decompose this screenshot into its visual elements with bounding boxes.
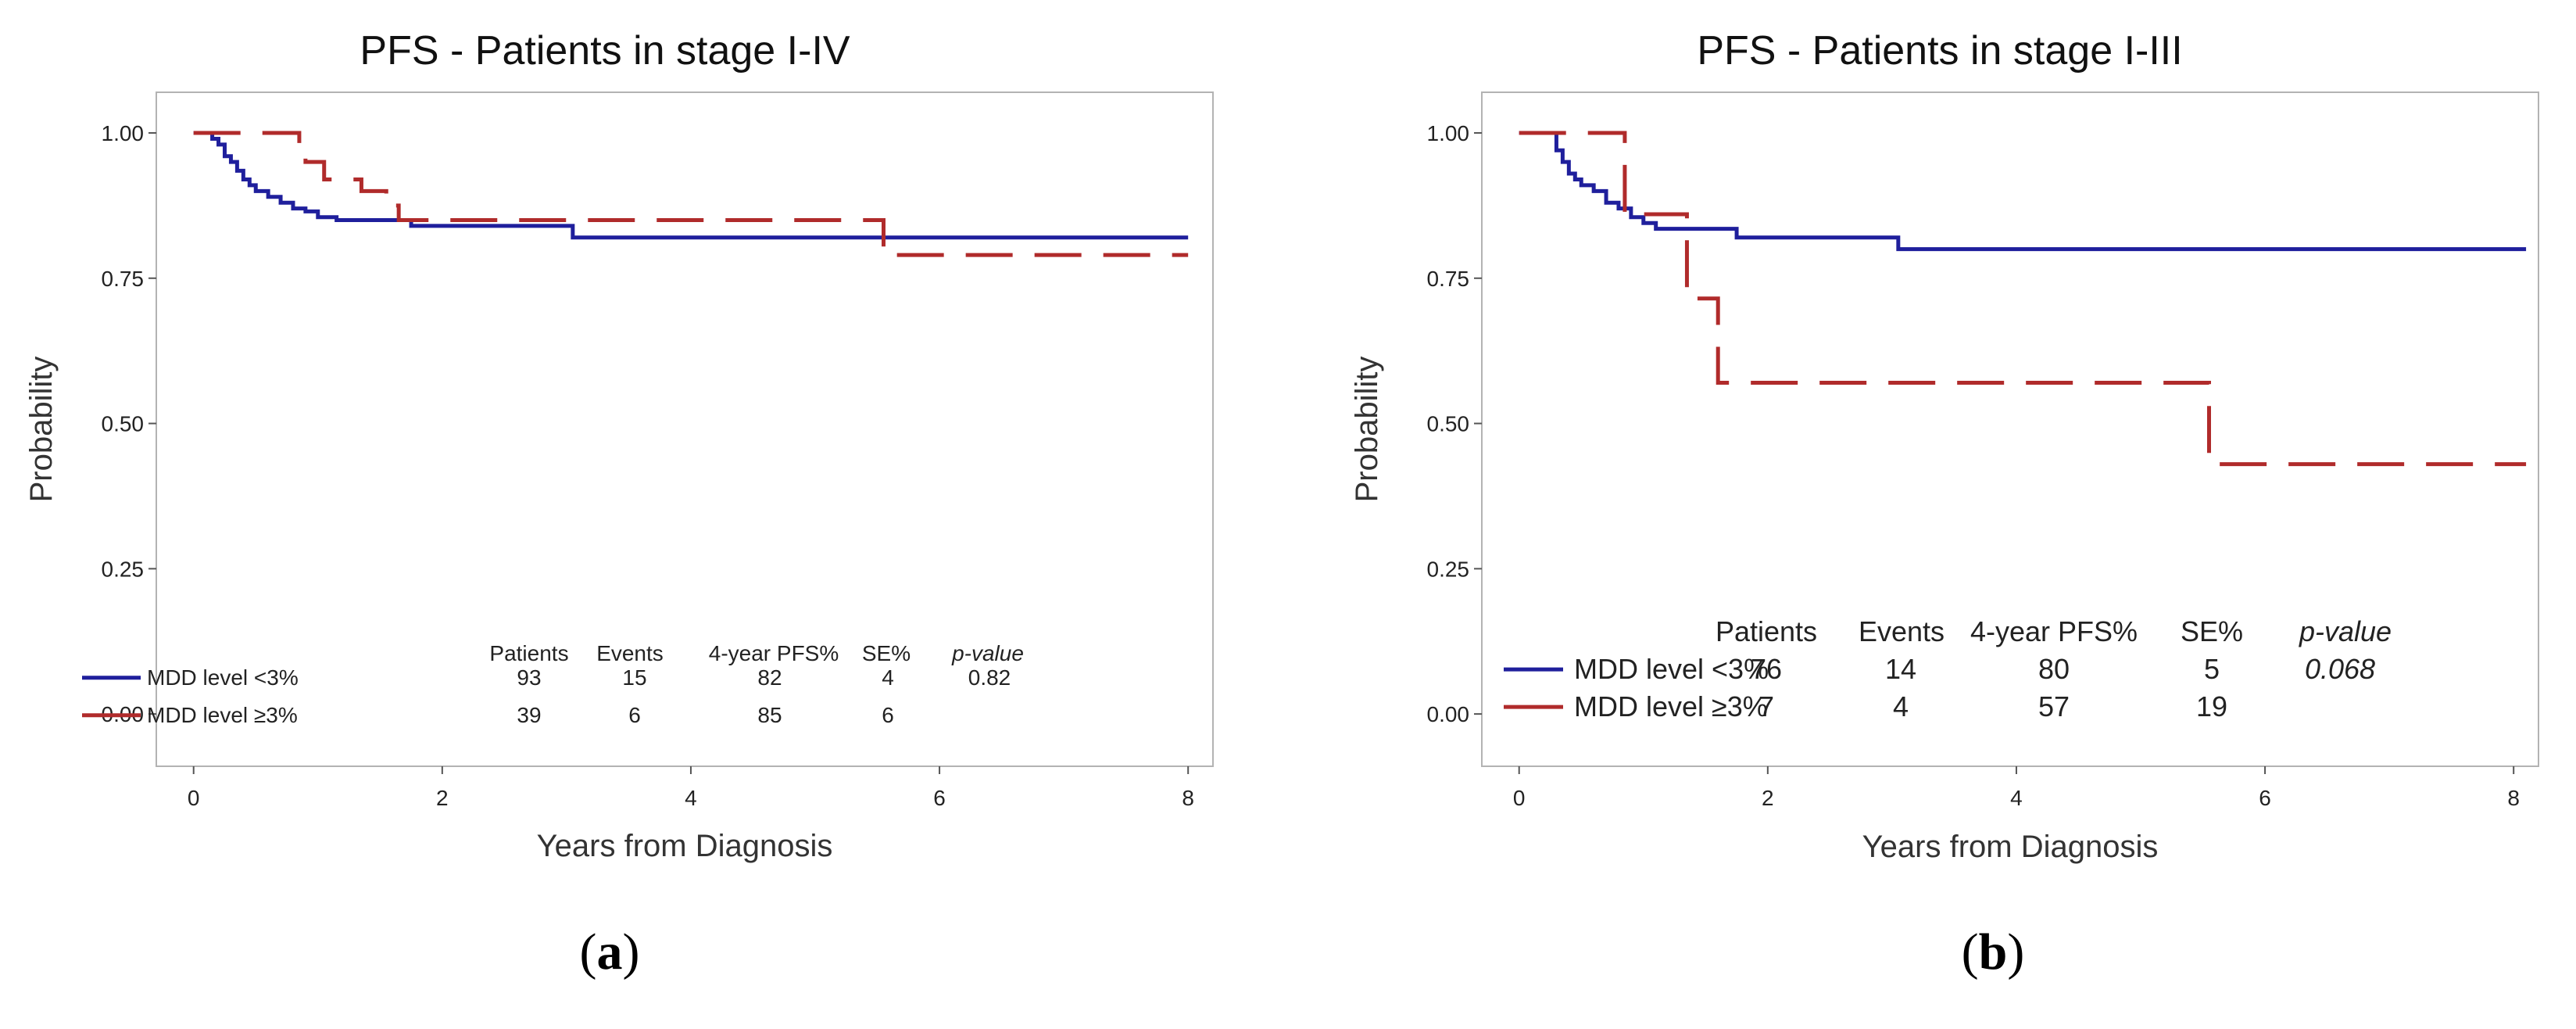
- chart-b-legend-header: p-value: [2299, 615, 2392, 647]
- chart-a-y-tick-label: 0.50: [102, 412, 145, 436]
- chart-a-title: PFS - Patients in stage I-IV: [360, 28, 850, 74]
- chart-a-legend-value: 4: [882, 665, 894, 690]
- chart-b-legend-value: 80: [2038, 653, 2070, 685]
- chart-b-legend-value: 4: [1893, 690, 1909, 722]
- chart-b-x-axis-label: Years from Diagnosis: [1862, 830, 2159, 864]
- chart-b-series-above-3pct-line: [1519, 131, 2527, 467]
- chart-a-x-axis-label: Years from Diagnosis: [537, 829, 833, 863]
- chart-a-x-tick-label: 6: [933, 786, 946, 810]
- chart-b-legend-value: 5: [2204, 653, 2220, 685]
- chart-b-y-tick-label: 0.00: [1427, 702, 1470, 726]
- panel-letter-b: b: [1978, 923, 2008, 981]
- chart-a-legend-value: 82: [757, 665, 782, 690]
- chart-a-legend-header: 4-year PFS%: [709, 641, 839, 665]
- chart-a-legend-value: 6: [628, 703, 641, 727]
- chart-a-legend-value: 85: [757, 703, 782, 727]
- chart-b-x-tick-label: 0: [1513, 786, 1526, 810]
- chart-b-x-tick-label: 4: [2010, 786, 2023, 810]
- chart-b-title: PFS - Patients in stage I-III: [1697, 28, 2182, 74]
- chart-b-y-tick-label: 0.25: [1427, 557, 1470, 581]
- chart-a-y-tick-label: 1.00: [102, 121, 145, 145]
- chart-a-series-below-3pct-line: [193, 131, 1189, 240]
- chart-b-legend-value: 76: [1751, 653, 1782, 685]
- chart-a-legend-value: 0.82: [968, 665, 1011, 690]
- chart-a-y-axis-label: Probability: [24, 357, 59, 503]
- chart-a-y-tick-label: 0.75: [102, 267, 145, 291]
- chart-a-x-tick-label: 2: [436, 786, 449, 810]
- chart-a-legend-value: 93: [517, 665, 541, 690]
- chart-a-legend-header: Events: [596, 641, 664, 665]
- chart-b-legend-value: 57: [2038, 690, 2070, 722]
- chart-b-x-tick-label: 6: [2259, 786, 2271, 810]
- chart-b: PFS - Patients in stage I-III 0.00 0.25 0.5…: [1350, 28, 2539, 864]
- chart-a: PFS - Patients in stage I-IV0.000.250.50…: [24, 28, 1214, 863]
- panel-label-b: (b): [1961, 923, 2025, 981]
- chart-b-legend-header: Patients: [1716, 615, 1817, 647]
- chart-a-legend-value: 15: [622, 665, 646, 690]
- chart-b-legend-value: 7: [1758, 690, 1774, 722]
- chart-a-legend-label: MDD level ≥3%: [147, 703, 298, 727]
- chart-a-x-tick-label: 8: [1182, 786, 1194, 810]
- chart-a-legend-header: SE%: [862, 641, 911, 665]
- chart-b-legend-header: Events: [1859, 615, 1945, 647]
- panel-label-a: (a): [579, 923, 640, 981]
- chart-a-x-tick-label: 4: [685, 786, 697, 810]
- chart-a-legend-value: 39: [517, 703, 541, 727]
- chart-b-x-tick-label: 8: [2507, 786, 2520, 810]
- chart-b-y-tick-label: 0.50: [1427, 412, 1470, 436]
- chart-a-legend-value: 6: [882, 703, 894, 727]
- chart-b-legend-header: 4-year PFS%: [1970, 615, 2138, 647]
- chart-b-series-below-3pct-line: [1519, 131, 2527, 252]
- chart-a-x-tick-label: 0: [188, 786, 200, 810]
- chart-b-legend-label: MDD level ≥3%: [1574, 690, 1768, 722]
- chart-a-series-above-3pct-line: [193, 131, 1189, 257]
- chart-b-y-tick-label: 1.00: [1427, 121, 1470, 145]
- chart-b-plot-frame: [1481, 91, 2539, 767]
- panel-letter-a: a: [596, 923, 623, 981]
- chart-a-y-tick-label: 0.25: [102, 557, 145, 581]
- chart-b-legend-value: 14: [1885, 653, 1916, 685]
- chart-a-legend-header: p-value: [951, 641, 1024, 665]
- chart-a-legend-header: Patients: [489, 641, 568, 665]
- chart-a-legend-label: MDD level <3%: [147, 665, 299, 690]
- chart-b-legend-value: 19: [2196, 690, 2227, 722]
- chart-b-legend-header: SE%: [2181, 615, 2243, 647]
- chart-b-legend-value: 0.068: [2305, 653, 2375, 685]
- chart-b-legend-label: MDD level <3%: [1574, 653, 1769, 685]
- chart-a-plot-frame: [156, 91, 1214, 767]
- chart-b-y-axis-label: Probability: [1350, 357, 1384, 503]
- chart-b-x-tick-label: 2: [1762, 786, 1774, 810]
- chart-b-y-tick-label: 0.75: [1427, 267, 1470, 291]
